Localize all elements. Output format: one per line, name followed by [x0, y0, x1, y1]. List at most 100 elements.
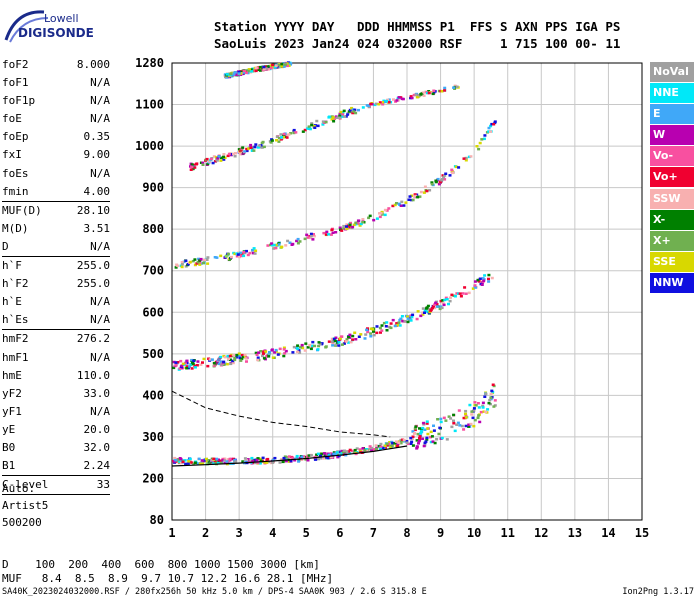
- echo-point: [345, 225, 348, 228]
- echo-point: [423, 185, 427, 188]
- echo-point: [479, 410, 483, 414]
- echo-point: [280, 136, 284, 139]
- echo-point: [316, 348, 320, 351]
- param-name: yE: [2, 422, 16, 436]
- echo-point: [298, 351, 302, 354]
- echo-point: [433, 441, 437, 445]
- echo-point: [353, 448, 357, 452]
- param-name: C-level: [2, 478, 49, 492]
- echo-point: [202, 357, 206, 361]
- param-name: foF2: [2, 58, 29, 71]
- param-value: 20.0: [83, 422, 111, 436]
- echo-point: [345, 338, 349, 341]
- param-name: M(D): [2, 221, 29, 235]
- echo-point: [173, 456, 177, 460]
- echo-point: [342, 342, 346, 345]
- echo-point: [427, 90, 431, 93]
- echo-point: [408, 318, 411, 322]
- echo-point: [310, 344, 314, 348]
- echo-point: [440, 436, 444, 440]
- echo-point: [370, 446, 373, 450]
- x-tick-label: 2: [202, 526, 209, 540]
- echo-point: [198, 261, 202, 264]
- echo-point: [208, 358, 212, 361]
- param-value: 255.0: [76, 277, 110, 291]
- x-tick-label: 15: [635, 526, 649, 540]
- echo-point: [313, 126, 317, 129]
- echo-point: [212, 155, 216, 158]
- param-name: hmF1: [2, 350, 29, 364]
- echo-point: [201, 361, 204, 364]
- echo-point: [199, 363, 203, 366]
- x-tick-label: 4: [269, 526, 276, 540]
- echo-point: [243, 353, 247, 357]
- echo-point: [338, 114, 342, 118]
- echo-point: [305, 233, 309, 237]
- param-name: foF1p: [2, 94, 36, 108]
- echo-point: [324, 345, 328, 348]
- x-tick-label: 12: [534, 526, 548, 540]
- echo-point: [397, 441, 401, 444]
- echo-point: [482, 410, 486, 413]
- echo-point: [410, 440, 414, 444]
- echo-point: [199, 257, 203, 261]
- echo-point: [486, 408, 490, 411]
- echo-point: [401, 97, 405, 101]
- param-separator: [2, 329, 110, 331]
- echo-point: [253, 252, 257, 255]
- echo-point: [404, 201, 408, 204]
- echo-point: [254, 249, 258, 252]
- echo-point: [264, 350, 268, 353]
- echo-point: [274, 246, 278, 250]
- param-value: 255.0: [76, 259, 110, 273]
- echo-point: [426, 432, 430, 436]
- echo-point: [475, 145, 479, 148]
- echo-point: [185, 361, 189, 365]
- echo-point: [445, 298, 449, 301]
- echo-point: [186, 462, 190, 465]
- x-tick-label: 11: [500, 526, 514, 540]
- echo-point: [384, 325, 388, 328]
- param-row: yE 20.0: [2, 421, 110, 439]
- echo-point: [198, 462, 202, 466]
- echo-point: [416, 310, 420, 313]
- echo-point: [406, 320, 410, 324]
- x-tick-label: 8: [403, 526, 410, 540]
- echo-point: [285, 62, 289, 65]
- param-separator: [2, 200, 110, 202]
- echo-point: [242, 251, 246, 254]
- echo-point: [212, 457, 216, 461]
- echo-point: [422, 444, 426, 448]
- echo-point: [432, 89, 436, 92]
- echo-point: [480, 283, 484, 286]
- echo-point: [457, 409, 461, 412]
- echo-point: [395, 445, 399, 448]
- echo-point: [198, 263, 202, 266]
- echo-point: [241, 355, 245, 359]
- echo-point: [219, 360, 223, 363]
- echo-point: [296, 350, 299, 354]
- echo-point: [464, 414, 468, 418]
- echo-point: [398, 318, 402, 322]
- echo-point: [472, 424, 476, 428]
- y-tick-label: 700: [142, 264, 164, 278]
- echo-point: [186, 366, 190, 370]
- echo-point: [417, 442, 420, 445]
- x-tick-label: 9: [437, 526, 444, 540]
- param-value: N/A: [90, 166, 110, 180]
- echo-point: [350, 449, 354, 453]
- echo-point: [275, 243, 279, 247]
- param-name: h`E: [2, 295, 22, 309]
- echo-point: [320, 342, 324, 345]
- echo-point: [296, 237, 300, 241]
- echo-point: [342, 224, 346, 228]
- echo-point: [184, 265, 188, 268]
- echo-point: [184, 259, 188, 263]
- echo-point: [347, 450, 351, 453]
- file-info-footer: SA40K_2023024032000.RSF / 280fx256h 50 k…: [2, 587, 427, 597]
- distance-row: D 100 200 400 600 800 1000 1500 3000 [km…: [2, 558, 320, 571]
- echo-point: [233, 458, 237, 462]
- echo-point: [188, 457, 192, 461]
- echo-point: [266, 244, 270, 247]
- echo-point: [231, 361, 235, 365]
